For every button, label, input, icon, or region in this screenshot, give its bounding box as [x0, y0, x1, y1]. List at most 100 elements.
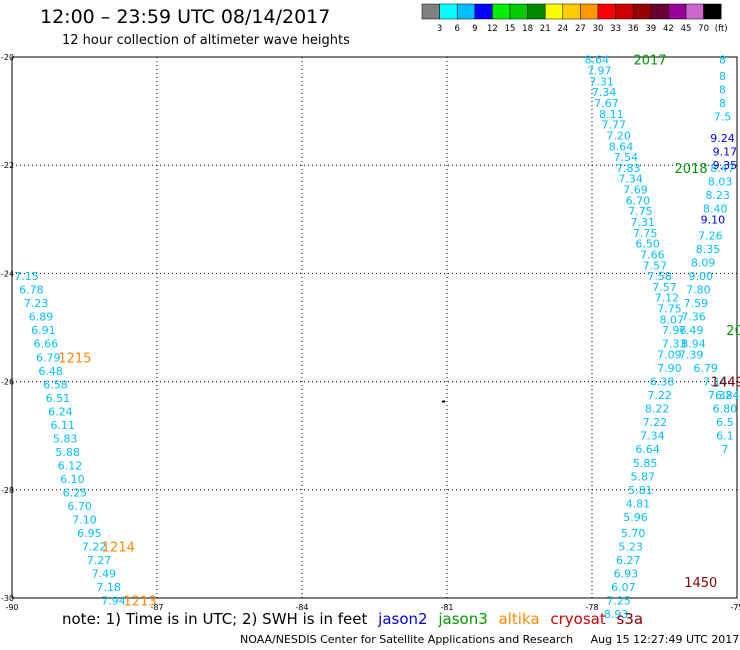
- wave-height-point: 7.69: [623, 184, 648, 197]
- legend-altika: altika: [498, 610, 540, 628]
- colorbar-label: 24: [557, 24, 568, 34]
- colorbar-label: 36: [628, 24, 639, 34]
- legend-s3a: s3a: [616, 610, 644, 628]
- wave-height-point: 6.91: [31, 324, 56, 337]
- wave-height-point: 6.95: [77, 527, 102, 540]
- wave-height-point: 5.70: [621, 527, 646, 540]
- wave-height-point: 7.75: [633, 227, 658, 240]
- chart-title: 12:00 – 23:59 UTC 08/14/2017: [40, 6, 331, 28]
- wave-height-point: 5.81: [628, 484, 653, 497]
- wave-height-point: 7.36: [681, 311, 706, 324]
- wave-height-point: 6.11: [51, 419, 76, 432]
- wave-height-point: 7.94: [101, 595, 126, 608]
- wave-height-point: 7.77: [602, 119, 627, 132]
- wave-height-point: 6.93: [614, 568, 639, 581]
- wave-height-point: 7.33: [662, 338, 687, 351]
- wave-height-point: 7.75: [628, 205, 653, 218]
- wave-height-point: 7.22: [643, 416, 668, 429]
- x-tick-label: -87: [150, 603, 163, 612]
- wave-height-point: 6.50: [635, 238, 660, 251]
- y-tick-label: -28: [1, 486, 14, 495]
- wave-height-point: 7.31: [631, 216, 656, 229]
- wave-height-point: 9.24: [710, 132, 735, 145]
- wave-height-point: 7.23: [24, 297, 49, 310]
- y-tick-label: -30: [1, 594, 14, 603]
- wave-height-point: 9.35: [713, 159, 738, 172]
- colorbar-label: 27: [575, 24, 586, 34]
- wave-height-point: 7.66: [640, 248, 665, 261]
- wave-height-point: 4.81: [626, 497, 651, 510]
- chart-subtitle: 12 hour collection of altimeter wave hei…: [62, 33, 350, 48]
- x-tick-label: -78: [585, 603, 598, 612]
- wave-height-point: 7.90: [657, 362, 682, 375]
- wave-height-point: 7.59: [684, 297, 709, 310]
- wave-height-point: 7.57: [643, 259, 668, 272]
- legend: note: 1) Time is in UTC; 2) SWH is in fe…: [62, 610, 649, 628]
- color-scale-bar: 3 6 9 12 15 18 21 24 27 30 33 36 39 42 45 70 (ft): [421, 3, 728, 34]
- wave-height-point: 7.14: [703, 376, 728, 389]
- wave-height-point: 7.34: [592, 86, 617, 99]
- wave-height-point: 7.49: [679, 324, 704, 337]
- wave-height-point: 5.23: [618, 541, 643, 554]
- wave-height-point: 8.64: [585, 54, 610, 67]
- wave-height-point: 8: [719, 54, 726, 67]
- y-tick-label: -22: [1, 161, 14, 170]
- wave-height-point: 8.03: [708, 175, 733, 188]
- footer-credit: NOAA/NESDIS Center for Satellite Applica…: [240, 633, 574, 646]
- wave-height-point: 5.85: [633, 457, 658, 470]
- colorbar-label: 6: [454, 24, 459, 34]
- wave-height-point: 8.35: [696, 243, 721, 256]
- wave-height-point: 6.5: [716, 416, 734, 429]
- wave-height-point: 6.78: [19, 284, 44, 297]
- time-label: 20: [726, 324, 740, 339]
- wave-height-point: 6.07: [611, 581, 636, 594]
- wave-height-point: 8.40: [703, 202, 728, 215]
- wave-height-point: 8: [719, 70, 726, 83]
- wave-height-point: 6.51: [46, 392, 71, 405]
- time-label: 2017: [633, 54, 666, 69]
- wave-height-point: 7.67: [594, 97, 619, 110]
- wave-height-point: 6.64: [635, 443, 660, 456]
- y-tick-label: -20: [1, 53, 14, 62]
- wave-height-point: 7.22: [82, 541, 107, 554]
- wave-height-point: 8.07: [660, 313, 685, 326]
- wave-height-point: 6.79: [693, 362, 718, 375]
- x-tick-label: -81: [440, 603, 453, 612]
- colorbar-label: 42: [663, 24, 674, 34]
- wave-height-point: 7.97: [587, 65, 612, 78]
- x-tick-label: -90: [5, 603, 18, 612]
- wave-height-point: 7.57: [652, 281, 677, 294]
- wave-height-point: 9.00: [689, 270, 714, 283]
- time-label: 1214: [102, 541, 135, 556]
- wave-height-point: 6.70: [67, 500, 92, 513]
- wave-height-point: 8.23: [705, 189, 730, 202]
- time-label: 1213: [124, 595, 157, 610]
- wave-height-point: 8.47: [710, 162, 735, 175]
- wave-height-point: 7.80: [686, 284, 711, 297]
- x-tick-label: -75: [730, 603, 740, 612]
- colorbar-label: 70: [698, 24, 709, 34]
- colorbar-label: 12: [487, 24, 498, 34]
- wave-height-point: 7.32: [708, 389, 733, 402]
- wave-height-point: 6.89: [29, 311, 54, 324]
- time-label: 1450: [684, 576, 717, 591]
- legend-note: note: 1) Time is in UTC; 2) SWH is in fe…: [62, 610, 368, 628]
- wave-height-point: 7.83: [616, 162, 641, 175]
- wave-height-point: 8.22: [645, 403, 670, 416]
- colorbar-swatch: [703, 3, 722, 20]
- wave-height-point: 7.20: [606, 129, 631, 142]
- wave-height-point: 6.70: [626, 194, 651, 207]
- wave-height-point: 6.48: [38, 365, 63, 378]
- wave-height-point: 9.10: [701, 213, 726, 226]
- wave-height-point: 5.88: [55, 446, 80, 459]
- wave-height-point: 7.10: [72, 514, 97, 527]
- legend-jason3: jason3: [438, 610, 488, 628]
- wave-height-point: 6.24: [48, 405, 73, 418]
- wave-height-point: 7.15: [14, 270, 39, 283]
- plot-frame: [11, 56, 738, 599]
- wave-height-point: 7.54: [614, 151, 639, 164]
- wave-height-point: 7.75: [657, 303, 682, 316]
- time-label: 1215: [58, 351, 91, 366]
- wave-height-point: 6.38: [650, 376, 675, 389]
